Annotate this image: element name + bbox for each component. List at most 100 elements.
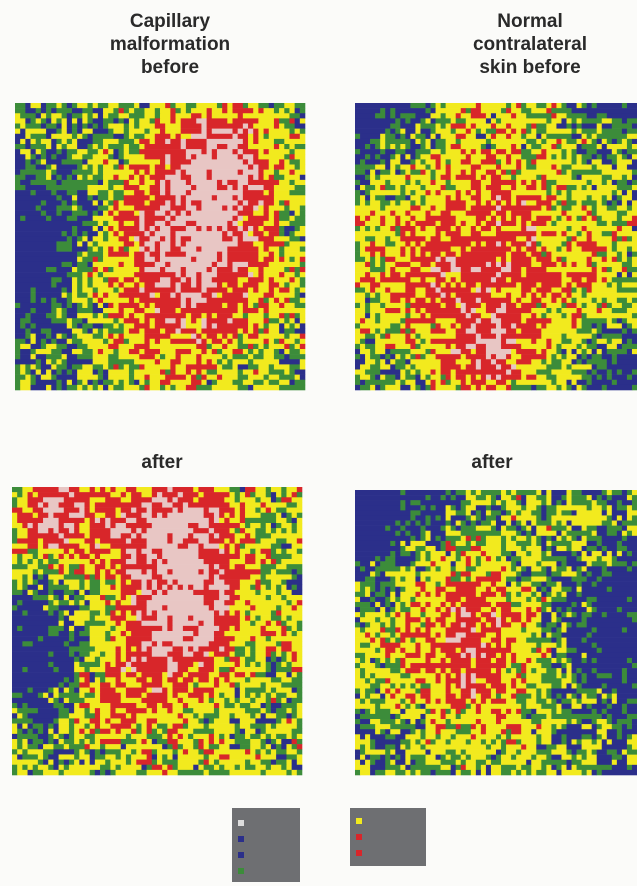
pixel-run: [592, 329, 597, 334]
pixel-run: [110, 523, 115, 528]
pixel-run: [155, 339, 160, 344]
pixel-run: [152, 549, 163, 554]
pixel-run: [105, 569, 110, 574]
pixel-run: [196, 385, 212, 390]
pixel-run: [38, 590, 49, 595]
pixel-run: [51, 385, 56, 390]
pixel-run: [173, 765, 178, 770]
pixel-run: [235, 688, 240, 693]
pixel-run: [134, 134, 145, 139]
pixel-run: [426, 385, 431, 390]
pixel-run: [90, 610, 101, 615]
pixel-run: [597, 206, 607, 211]
pixel-run: [276, 657, 281, 662]
pixel-run: [292, 646, 303, 651]
pixel-run: [446, 206, 466, 211]
pixel-run: [173, 688, 189, 693]
pixel-run: [15, 359, 36, 364]
pixel-run: [31, 329, 42, 334]
pixel-run: [121, 749, 132, 754]
pixel-run: [271, 621, 276, 626]
pixel-run: [511, 103, 516, 108]
pixel-run: [261, 739, 266, 744]
pixel-run: [155, 124, 166, 129]
pixel-run: [380, 262, 385, 267]
pixel-run: [183, 744, 194, 749]
pixel-run: [124, 154, 145, 159]
pixel-run: [48, 610, 53, 615]
pixel-run: [531, 149, 541, 154]
pixel-run: [113, 349, 118, 354]
pixel-run: [219, 713, 230, 718]
pixel-run: [536, 370, 551, 375]
pixel-run: [279, 144, 284, 149]
pixel-run: [602, 308, 612, 313]
pixel-run: [360, 200, 365, 205]
pixel-run: [43, 569, 59, 574]
pixel-run: [124, 282, 135, 287]
pixel-run: [103, 231, 108, 236]
pixel-run: [420, 262, 430, 267]
pixel-run: [253, 175, 258, 180]
pixel-run: [521, 247, 526, 252]
pixel-run: [162, 677, 167, 682]
pixel-run: [157, 724, 168, 729]
pixel-run: [173, 569, 199, 574]
pixel-run: [119, 165, 124, 170]
pixel-run: [466, 154, 471, 159]
pixel-run: [501, 118, 547, 123]
pixel-run: [207, 108, 212, 113]
pixel-run: [181, 323, 186, 328]
pixel-run: [74, 718, 79, 723]
pixel-run: [264, 277, 269, 282]
pixel-run: [201, 380, 206, 385]
pixel-run: [59, 729, 70, 734]
pixel-run: [74, 631, 79, 636]
pixel-run: [617, 195, 622, 200]
pixel-run: [119, 247, 124, 252]
pixel-run: [248, 175, 253, 180]
pixel-run: [170, 200, 175, 205]
pixel-run: [209, 718, 214, 723]
pixel-run: [281, 590, 292, 595]
pixel-run: [355, 247, 360, 252]
pixel-run: [266, 585, 271, 590]
pixel-run: [526, 185, 536, 190]
pixel-run: [188, 693, 204, 698]
pixel-run: [365, 272, 370, 277]
pixel-run: [420, 354, 425, 359]
pixel-run: [355, 323, 360, 328]
pixel-run: [20, 385, 31, 390]
pixel-run: [617, 165, 627, 170]
pixel-run: [375, 226, 380, 231]
pixel-run: [577, 241, 597, 246]
pixel-run: [235, 528, 240, 533]
pixel-run: [577, 359, 582, 364]
pixel-run: [546, 180, 556, 185]
pixel-run: [196, 370, 201, 375]
pixel-run: [420, 241, 425, 246]
pixel-run: [155, 221, 166, 226]
pixel-run: [370, 200, 380, 205]
pixel-run: [355, 334, 365, 339]
pixel-run: [451, 124, 466, 129]
pixel-run: [98, 375, 103, 380]
pixel-run: [496, 231, 537, 236]
pixel-run: [258, 165, 269, 170]
pixel-run: [85, 708, 90, 713]
pixel-run: [441, 252, 446, 257]
pixel-run: [167, 734, 172, 739]
pixel-run: [390, 108, 395, 113]
pixel-run: [139, 124, 155, 129]
pixel-run: [255, 693, 260, 698]
pixel-run: [15, 108, 26, 113]
pixel-run: [255, 492, 266, 497]
pixel-run: [496, 129, 506, 134]
pixel-run: [281, 497, 292, 502]
pixel-run: [51, 318, 67, 323]
pixel-run: [491, 175, 501, 180]
pixel-run: [370, 288, 375, 293]
pixel-run: [124, 339, 129, 344]
pixel-run: [597, 241, 612, 246]
pixel-run: [405, 180, 410, 185]
